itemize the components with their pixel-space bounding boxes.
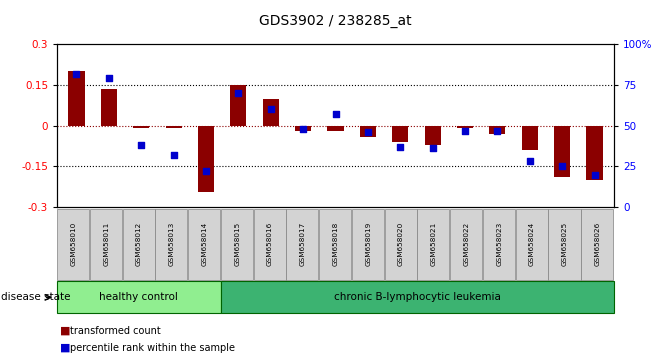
Text: GSM658020: GSM658020: [398, 222, 404, 266]
Bar: [457, 126, 473, 129]
Text: GSM658014: GSM658014: [201, 222, 207, 266]
Point: [395, 144, 406, 150]
Text: GSM658016: GSM658016: [267, 222, 273, 266]
Point: [460, 128, 470, 133]
Text: GSM658026: GSM658026: [595, 222, 601, 266]
Text: GDS3902 / 238285_at: GDS3902 / 238285_at: [259, 14, 412, 28]
Point: [589, 172, 600, 177]
Text: GSM658019: GSM658019: [365, 222, 371, 266]
Text: GSM658021: GSM658021: [431, 222, 437, 266]
Point: [492, 128, 503, 133]
Point: [427, 145, 438, 151]
Point: [362, 129, 373, 135]
Bar: [425, 126, 441, 145]
Bar: [554, 126, 570, 177]
Text: GSM658015: GSM658015: [234, 222, 240, 266]
Point: [525, 159, 535, 164]
Bar: [586, 126, 603, 180]
Point: [265, 107, 276, 112]
Text: GSM658012: GSM658012: [136, 222, 142, 266]
Text: ■: ■: [60, 326, 71, 336]
Text: GSM658017: GSM658017: [300, 222, 306, 266]
Text: chronic B-lymphocytic leukemia: chronic B-lymphocytic leukemia: [334, 292, 501, 302]
Text: healthy control: healthy control: [99, 292, 178, 302]
Bar: [360, 126, 376, 137]
Bar: [327, 126, 344, 131]
Bar: [230, 85, 246, 126]
Point: [103, 76, 114, 81]
Bar: [101, 89, 117, 126]
Bar: [392, 126, 409, 142]
Text: GSM658011: GSM658011: [103, 222, 109, 266]
Bar: [489, 126, 505, 134]
Point: [201, 169, 211, 174]
Point: [136, 142, 146, 148]
Text: disease state: disease state: [1, 292, 71, 302]
Text: ■: ■: [60, 343, 71, 353]
Text: GSM658018: GSM658018: [333, 222, 338, 266]
Text: GSM658023: GSM658023: [497, 222, 503, 266]
Point: [298, 126, 309, 132]
Bar: [133, 126, 150, 129]
Point: [330, 112, 341, 117]
Text: GSM658022: GSM658022: [464, 222, 470, 266]
Bar: [166, 126, 182, 129]
Bar: [68, 72, 85, 126]
Text: GSM658010: GSM658010: [70, 222, 76, 266]
Text: percentile rank within the sample: percentile rank within the sample: [70, 343, 236, 353]
Point: [168, 152, 179, 158]
Text: GSM658025: GSM658025: [562, 222, 568, 266]
Text: GSM658013: GSM658013: [168, 222, 174, 266]
Bar: [262, 98, 279, 126]
Bar: [295, 126, 311, 131]
Point: [233, 90, 244, 96]
Point: [71, 71, 82, 76]
Bar: [521, 126, 538, 150]
Text: transformed count: transformed count: [70, 326, 161, 336]
Text: GSM658024: GSM658024: [529, 222, 535, 266]
Point: [557, 164, 568, 169]
Bar: [198, 126, 214, 192]
